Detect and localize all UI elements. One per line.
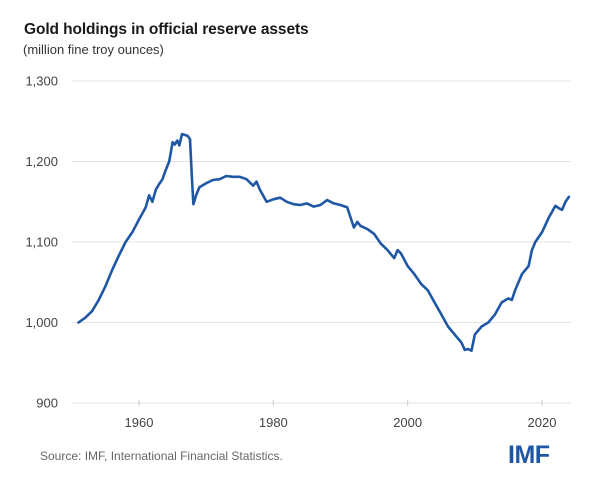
x-tick-label: 2000 bbox=[393, 415, 422, 430]
y-tick-label: 1,300 bbox=[25, 74, 58, 89]
y-tick-label: 1,200 bbox=[25, 154, 58, 169]
chart-title: Gold holdings in official reserve assets bbox=[24, 21, 309, 38]
series-line-gold-holdings bbox=[77, 132, 571, 353]
imf-logo: IMF bbox=[508, 441, 550, 469]
chart-subtitle: (million fine troy ounces) bbox=[23, 42, 164, 57]
gridlines bbox=[72, 80, 571, 404]
series-lines bbox=[77, 132, 571, 353]
y-tick-label: 1,100 bbox=[25, 235, 58, 250]
x-axis: 1960 1980 2000 2020 bbox=[125, 400, 557, 430]
x-tick-label: 1980 bbox=[259, 415, 288, 430]
y-axis-labels: 900 1,000 1,100 1,200 1,300 bbox=[25, 74, 58, 411]
y-tick-label: 900 bbox=[36, 396, 58, 411]
source-note: Source: IMF, International Financial Sta… bbox=[40, 449, 283, 463]
y-tick-label: 1,000 bbox=[25, 315, 58, 330]
x-tick-label: 2020 bbox=[528, 415, 557, 430]
x-tick-label: 1960 bbox=[125, 415, 154, 430]
